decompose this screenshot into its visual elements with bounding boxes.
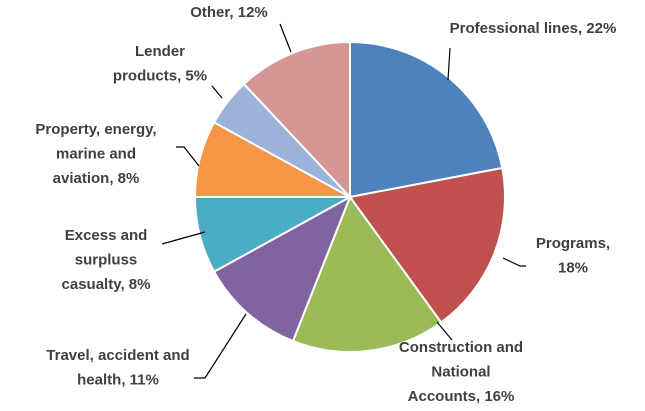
- data-label-line: casualty, 8%: [62, 276, 151, 293]
- pie-slice: [348, 166, 506, 324]
- data-label: Travel, accident and health, 11%: [46, 347, 189, 389]
- pie-slice: [212, 194, 352, 343]
- leader-line: [194, 313, 247, 379]
- data-label-line: National: [431, 364, 490, 381]
- pie-slice: [291, 194, 443, 353]
- data-label-line: health, 11%: [77, 372, 159, 389]
- data-label-line: aviation, 8%: [53, 170, 140, 187]
- data-label: Lender products, 5%: [113, 43, 207, 85]
- data-label-line: Property, energy,: [35, 121, 156, 138]
- leader-line: [502, 257, 526, 267]
- leader-line: [447, 47, 451, 81]
- leader-line: [211, 85, 223, 99]
- data-label: Construction and National Accounts, 16%: [399, 339, 523, 405]
- data-label: Professional lines, 22%: [450, 20, 617, 37]
- leader-line: [436, 321, 453, 341]
- data-label-line: 18%: [558, 260, 588, 277]
- data-label: Programs, 18%: [536, 235, 610, 277]
- leader-line: [161, 231, 206, 245]
- data-label: Excess and surpluss casualty, 8%: [62, 227, 151, 293]
- data-label-line: Travel, accident and: [46, 347, 189, 364]
- data-label-line: surpluss: [75, 252, 138, 269]
- data-label-line: Programs,: [536, 235, 610, 252]
- data-label-line: marine and: [56, 146, 136, 163]
- pie-slice: [242, 40, 351, 200]
- data-label-line: Excess and: [65, 227, 148, 244]
- data-label-line: products, 5%: [113, 68, 207, 85]
- data-label: Property, energy, marine and aviation, 8%: [35, 121, 156, 187]
- data-label-line: Professional lines, 22%: [450, 20, 617, 37]
- data-label-line: Accounts, 16%: [408, 388, 515, 405]
- data-label-line: Construction and: [399, 339, 523, 356]
- leader-line: [176, 146, 200, 167]
- data-label-line: Lender: [135, 43, 185, 60]
- leader-line: [279, 23, 292, 53]
- data-label-line: Other, 12%: [190, 4, 268, 21]
- data-label: Other, 12%: [190, 4, 268, 21]
